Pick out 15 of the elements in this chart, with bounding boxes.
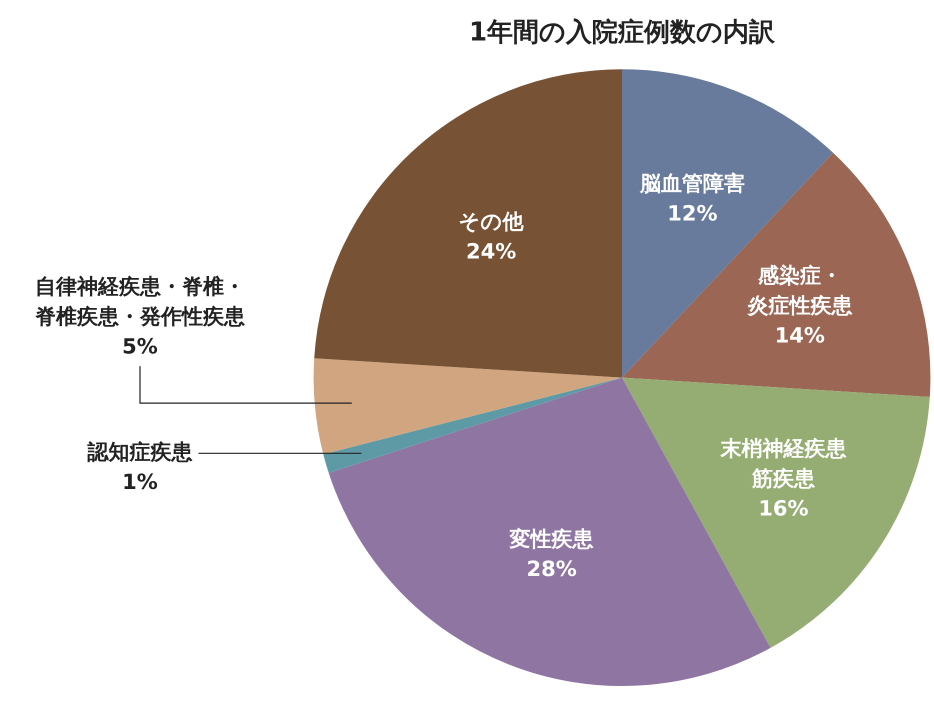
slice-label: 脳血管障害	[638, 171, 745, 196]
data-label: 28%	[526, 556, 577, 581]
data-label: 12%	[667, 201, 718, 226]
data-label: 5%	[122, 334, 158, 359]
slice-label: 自律神経疾患・脊椎・脊椎疾患・発作性疾患	[35, 274, 246, 329]
data-label: 24%	[466, 240, 516, 264]
slice-label: 感染症・炎症性疾患	[746, 264, 854, 318]
slice-label: 認知症疾患	[86, 440, 194, 464]
data-label: 14%	[774, 324, 825, 348]
slice-label: その他	[458, 210, 525, 234]
chart-title: 1年間の入院症例数の内訳	[468, 17, 776, 48]
slice-label: 変性疾患	[508, 526, 595, 551]
data-label: 1%	[122, 470, 158, 494]
data-label: 16%	[758, 496, 809, 521]
slice-label: 末梢神経疾患筋疾患	[719, 436, 848, 491]
